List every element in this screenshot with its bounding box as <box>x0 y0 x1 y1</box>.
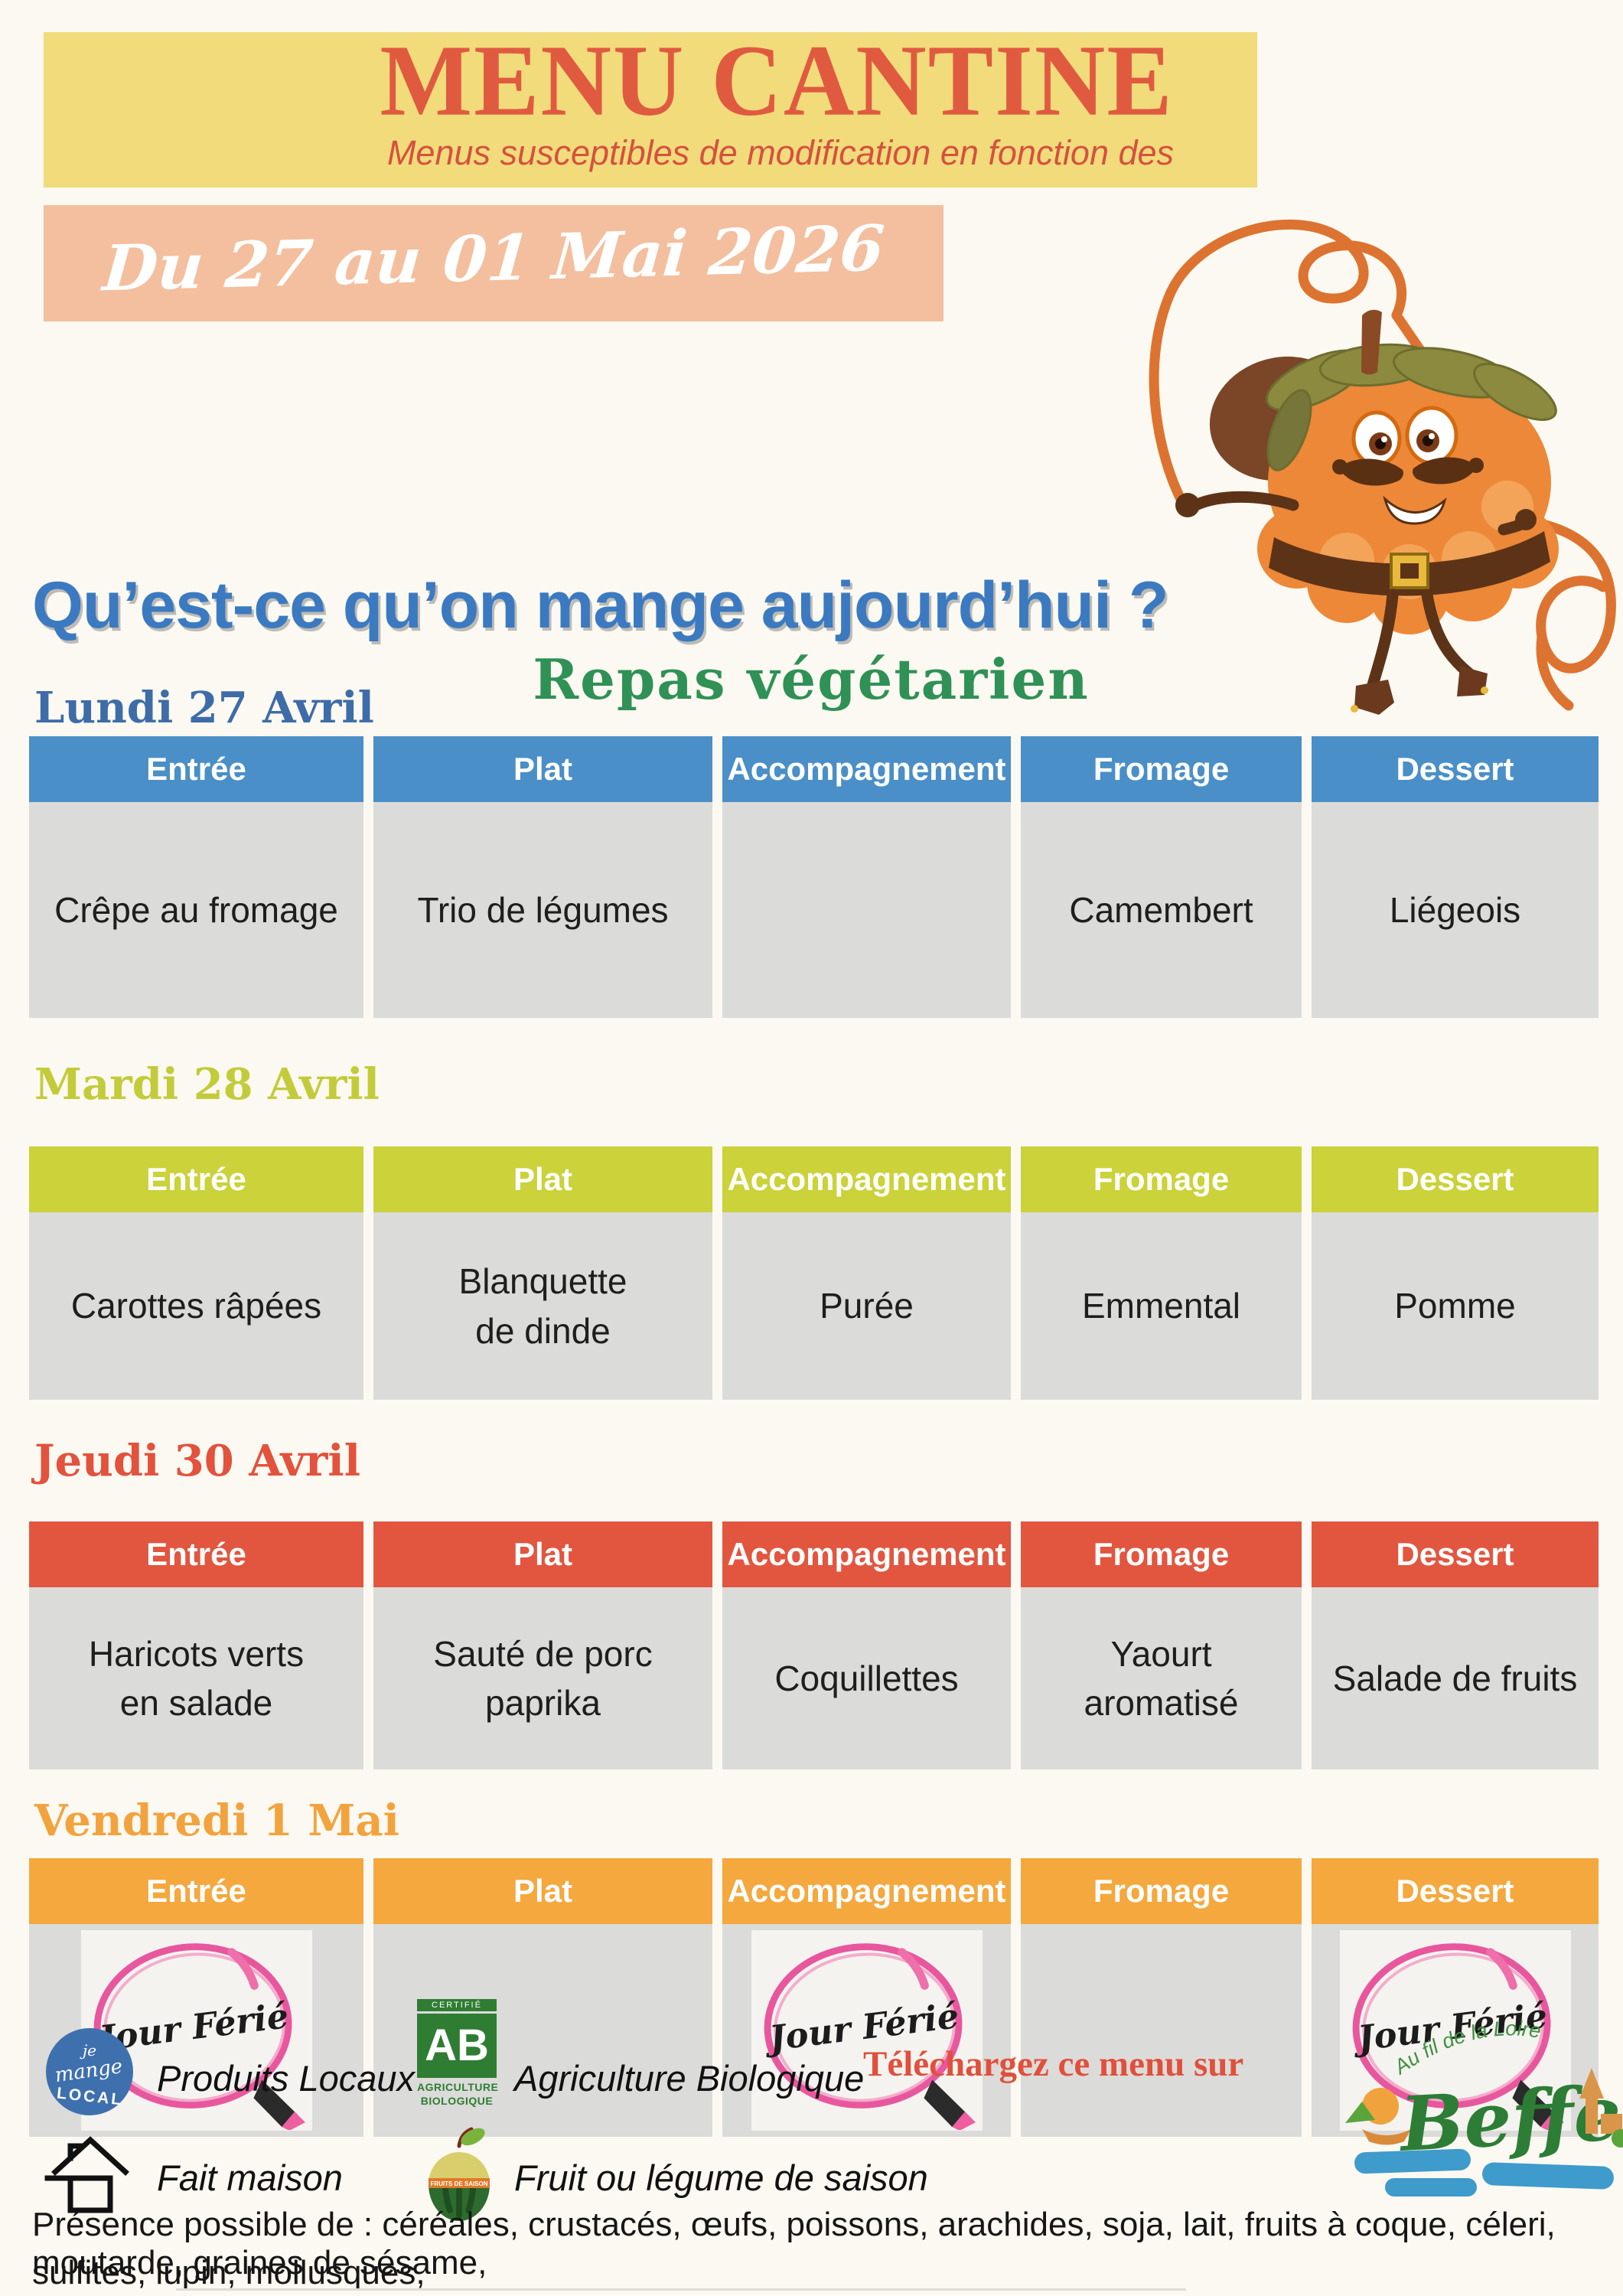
question-heading: Qu’est-ce qu’on mange aujourd’hui ? <box>32 569 1168 642</box>
menu-cell-thursday-plat: Sauté de porc paprika <box>373 1587 712 1769</box>
marker-pen-icon <box>253 2079 298 2128</box>
mascot-left-hand <box>1175 493 1200 517</box>
column-header-dessert: Dessert <box>1312 1521 1599 1587</box>
agriculture-biologique-label: Agriculture Biologique <box>514 2058 865 2099</box>
column-header-plat: Plat <box>373 1521 712 1587</box>
day-heading-friday: Vendredi 1 Mai <box>34 1795 399 1846</box>
column-header-fromage: Fromage <box>1021 736 1302 802</box>
menu-cell-monday-fromage: Camembert <box>1021 802 1302 1018</box>
page-title: MENU CANTINE <box>380 24 1174 137</box>
menu-table-thursday: Entrée Haricots verts en salade Plat Sau… <box>29 1521 1599 1769</box>
boat-icon <box>1362 2129 1411 2145</box>
menu-table-tuesday: Entrée Carottes râpées Plat Blanquette d… <box>29 1146 1599 1400</box>
allergens-text-line2: sulfites, lupin, mollusques, <box>32 2254 425 2291</box>
beffes-logo: Au fil de la Loire Beffes <box>1345 2017 1623 2197</box>
mascot-stem <box>1361 309 1382 375</box>
menu-cell-tuesday-fromage: Emmental <box>1021 1212 1302 1400</box>
column-header-accompagnement: Accompagnement <box>722 1521 1011 1587</box>
ab-logo-sub2: BIOLOGIQUE <box>420 2094 494 2107</box>
scan-artifact-line <box>176 2288 1186 2291</box>
ab-logo-top-text: CERTIFIÉ <box>417 1999 497 2011</box>
column-header-accompagnement: Accompagnement <box>722 1146 1011 1212</box>
fait-maison-icon <box>44 2136 129 2213</box>
local-logo-text: je <box>80 2041 96 2060</box>
fruit-de-saison-icon: FRUITS DE SAISON <box>429 2127 490 2221</box>
ab-logo-letters: AB <box>417 2014 497 2078</box>
holiday-stamp: Jour Férié <box>751 1930 983 2131</box>
menu-cell-tuesday-entree: Carottes râpées <box>29 1212 363 1400</box>
menu-cell-monday-plat: Trio de légumes <box>373 802 712 1018</box>
mascot-illustration <box>1149 220 1616 715</box>
fruit-logo-text: FRUITS DE SAISON <box>430 2180 487 2187</box>
river-waves <box>1354 2148 1614 2197</box>
ab-logo-sub1: AGRICULTURE <box>417 2081 499 2093</box>
allergens-text-line1: Présence possible de : céréales, crustac… <box>32 2206 1556 2281</box>
header-band <box>44 32 1257 188</box>
day-heading-monday: Lundi 27 Avril <box>34 683 374 733</box>
menu-cell-thursday-accompagnement: Coquillettes <box>722 1587 1011 1769</box>
beffes-arc-text: Au fil de la Loire <box>1389 2017 1543 2079</box>
produits-locaux-label: Produits Locaux <box>157 2058 416 2099</box>
mascot-right-hand <box>1515 509 1537 530</box>
fait-maison-label: Fait maison <box>157 2157 343 2198</box>
produits-locaux-logo: je mange LOCAL <box>46 2028 133 2115</box>
fruit-de-saison-label: Fruit ou légume de saison <box>514 2157 928 2198</box>
download-menu-text: Téléchargez ce menu sur <box>863 2044 1244 2084</box>
column-header-accompagnement: Accompagnement <box>722 736 1011 802</box>
agriculture-biologique-logo: CERTIFIÉ AB AGRICULTURE BIOLOGIQUE <box>417 1999 499 2108</box>
menu-cell-monday-entree: Crêpe au fromage <box>29 802 363 1018</box>
menu-cell-thursday-dessert: Salade de fruits <box>1312 1587 1599 1769</box>
column-header-plat: Plat <box>373 1858 712 1924</box>
menu-cell-monday-dessert: Liégeois <box>1312 802 1599 1018</box>
tree-icon <box>1612 2129 1623 2148</box>
mascot-face <box>1332 406 1484 525</box>
column-header-dessert: Dessert <box>1312 1146 1599 1212</box>
column-header-entree: Entrée <box>29 1146 363 1212</box>
menu-cell-friday-dessert: Jour Férié <box>1312 1924 1599 2137</box>
tree-icon <box>1345 2102 1375 2123</box>
column-header-dessert: Dessert <box>1312 1858 1599 1924</box>
date-banner <box>44 205 943 321</box>
marker-pen-icon <box>1511 2079 1556 2128</box>
column-header-dessert: Dessert <box>1312 736 1599 802</box>
column-header-plat: Plat <box>373 736 712 802</box>
column-header-fromage: Fromage <box>1021 1521 1302 1587</box>
column-header-fromage: Fromage <box>1021 1858 1302 1924</box>
menu-cell-tuesday-dessert: Pomme <box>1312 1212 1599 1400</box>
svg-text:Au fil de la Loire: Au fil de la Loire <box>1389 2017 1543 2079</box>
column-header-accompagnement: Accompagnement <box>722 1858 1011 1924</box>
menu-cell-friday-fromage <box>1021 1924 1302 2137</box>
column-header-entree: Entrée <box>29 736 363 802</box>
menu-table-monday: Entrée Crêpe au fromage Plat Trio de lég… <box>29 736 1599 1018</box>
mascot-belt <box>1269 531 1550 596</box>
column-header-entree: Entrée <box>29 1858 363 1924</box>
column-header-entree: Entrée <box>29 1521 363 1587</box>
menu-cell-tuesday-accompagnement: Purée <box>722 1212 1011 1400</box>
mascot-boots <box>1351 666 1488 715</box>
page-subtitle: Menus susceptibles de modification en fo… <box>386 133 1175 172</box>
menu-cell-monday-accompagnement <box>722 802 1011 1018</box>
menu-cell-tuesday-plat: Blanquette de dinde <box>373 1212 712 1400</box>
menu-cell-friday-accompagnement: Jour Férié <box>722 1924 1011 2137</box>
column-header-plat: Plat <box>373 1146 712 1212</box>
menu-cell-thursday-fromage: Yaourt aromatisé <box>1021 1587 1302 1769</box>
day-heading-tuesday: Mardi 28 Avril <box>34 1059 380 1110</box>
mascot-leaves <box>1265 343 1557 471</box>
day-heading-thursday: Jeudi 30 Avril <box>34 1436 360 1486</box>
vegetarian-note: Repas végétarien <box>533 647 1090 712</box>
marker-pen-icon <box>923 2079 968 2128</box>
menu-cell-thursday-entree: Haricots verts en salade <box>29 1587 363 1769</box>
column-header-fromage: Fromage <box>1021 1146 1302 1212</box>
